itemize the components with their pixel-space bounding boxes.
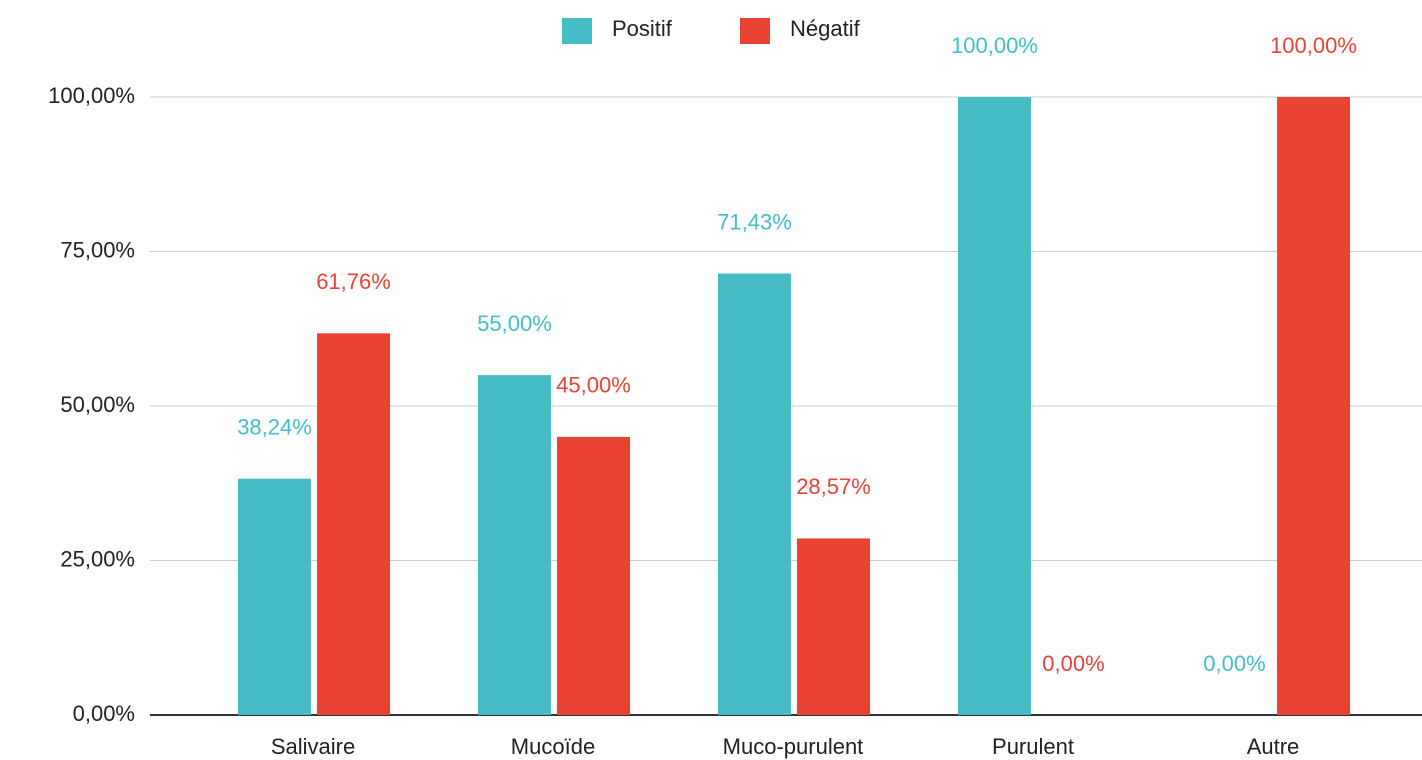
data-label: 0,00% [1203,651,1265,676]
data-label: 61,76% [316,269,391,294]
data-label: 28,57% [796,474,871,499]
y-tick-label: 100,00% [48,83,135,108]
bar [958,97,1031,715]
legend-swatch [740,18,770,44]
bar [557,436,630,715]
bar [317,333,390,715]
data-label: 38,24% [237,414,312,439]
y-tick-label: 75,00% [60,237,135,262]
bar [797,538,870,715]
bar [718,273,791,715]
y-tick-label: 25,00% [60,546,135,571]
data-label: 100,00% [1270,33,1357,58]
bar [1277,97,1350,715]
x-tick-label: Mucoïde [511,734,595,759]
legend-swatch [562,18,592,44]
data-label: 55,00% [477,311,552,336]
data-label: 100,00% [951,33,1038,58]
bar [478,375,551,715]
y-tick-label: 0,00% [73,701,135,726]
data-label: 0,00% [1042,651,1104,676]
legend-label: Positif [612,16,673,41]
y-tick-label: 50,00% [60,392,135,417]
bar [238,478,311,715]
x-tick-label: Muco-purulent [723,734,864,759]
legend-label: Négatif [790,16,861,41]
x-tick-label: Purulent [992,734,1074,759]
x-tick-label: Autre [1247,734,1300,759]
x-tick-label: Salivaire [271,734,355,759]
data-label: 45,00% [556,373,631,398]
data-label: 71,43% [717,209,792,234]
